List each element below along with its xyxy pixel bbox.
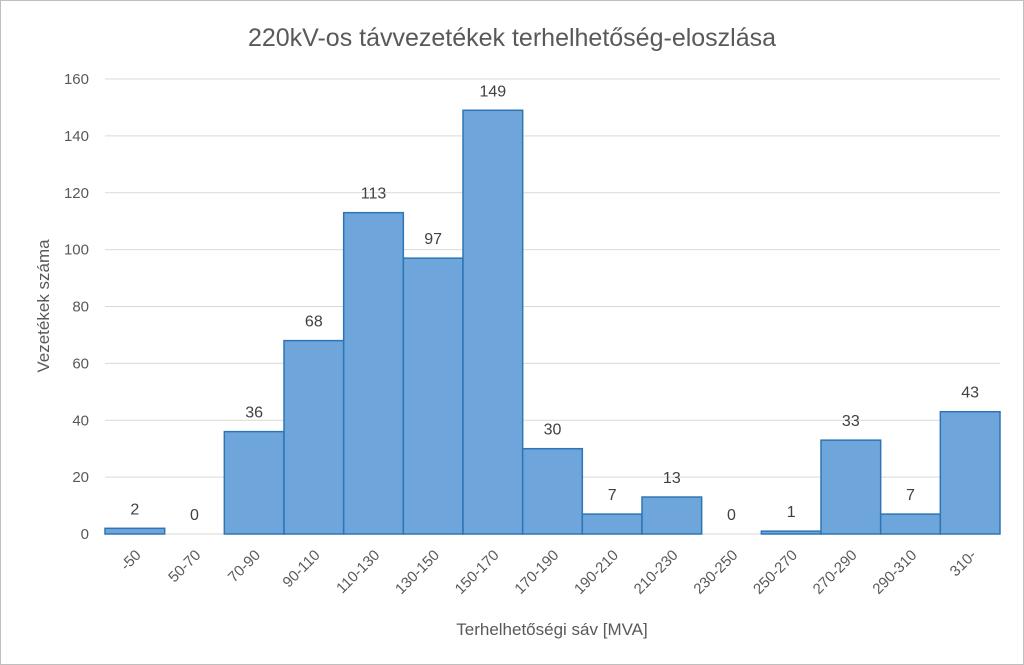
- data-label: 97: [424, 231, 442, 248]
- bar: [342, 211, 405, 535]
- bar: [641, 496, 703, 535]
- chart-title: 220kV-os távvezetékek terhelhetőség-elos…: [248, 24, 776, 52]
- x-tick-label: -50: [117, 547, 144, 574]
- data-label: 1: [787, 504, 796, 521]
- bar: [879, 513, 942, 535]
- y-tick-label: 40: [72, 412, 89, 429]
- x-tick-label: 130-150: [392, 547, 443, 598]
- x-tick-label: 170-190: [511, 547, 562, 598]
- bar: [521, 447, 584, 535]
- y-tick-label: 60: [72, 355, 89, 372]
- x-tick-label: 290-310: [869, 547, 920, 598]
- x-tick-label: 110-130: [333, 547, 383, 597]
- data-label: 113: [361, 186, 387, 203]
- data-label: 0: [727, 507, 736, 524]
- data-label: 30: [544, 422, 562, 439]
- x-tick-label: 190-210: [571, 547, 622, 598]
- y-tick-label: 100: [64, 242, 89, 259]
- bars: [104, 109, 1001, 535]
- data-labels: 2 0 36 68 113 97 149 30 7 13 0 1 33 7 43: [130, 83, 979, 524]
- bar: [760, 530, 822, 535]
- y-tick-label: 80: [72, 299, 89, 316]
- data-label: 7: [906, 487, 915, 504]
- x-tick-label: 70-90: [225, 547, 264, 586]
- data-label: 2: [130, 501, 139, 518]
- bar: [581, 513, 643, 535]
- data-label: 7: [608, 487, 617, 504]
- bar: [939, 410, 1001, 535]
- y-axis-ticks: 0 20 40 60 80 100 120 140 160: [64, 71, 89, 543]
- data-label: 13: [663, 470, 681, 487]
- y-axis-title: Vezetékek száma: [34, 239, 53, 373]
- data-label: 0: [190, 507, 199, 524]
- bar: [283, 339, 345, 535]
- bar: [820, 439, 882, 535]
- y-tick-label: 0: [81, 526, 89, 543]
- bar: [462, 109, 524, 535]
- data-label: 68: [305, 314, 323, 331]
- y-tick-label: 160: [64, 71, 89, 88]
- x-axis-ticks: -50 50-70 70-90 90-110 110-130 130-150 150-170…: [117, 547, 980, 598]
- data-label: 149: [479, 83, 506, 100]
- y-tick-label: 120: [64, 185, 89, 202]
- x-tick-label: 210-230: [631, 547, 682, 598]
- data-label: 36: [245, 405, 263, 422]
- bar: [223, 430, 285, 535]
- x-tick-label: 310-: [947, 547, 980, 580]
- x-tick-label: 230-250: [690, 547, 741, 598]
- bar: [402, 257, 464, 535]
- data-label: 33: [842, 413, 860, 430]
- x-tick-label: 90-110: [279, 547, 323, 591]
- y-tick-label: 140: [64, 128, 89, 145]
- x-tick-label: 150-170: [452, 547, 503, 598]
- x-tick-label: 270-290: [810, 547, 861, 598]
- x-tick-label: 50-70: [165, 547, 204, 586]
- x-tick-label: 250-270: [750, 547, 801, 598]
- bar: [104, 527, 166, 535]
- data-label: 43: [961, 385, 979, 402]
- x-axis-title: Terhelhetőségi sáv [MVA]: [456, 620, 648, 639]
- y-tick-label: 20: [72, 469, 89, 486]
